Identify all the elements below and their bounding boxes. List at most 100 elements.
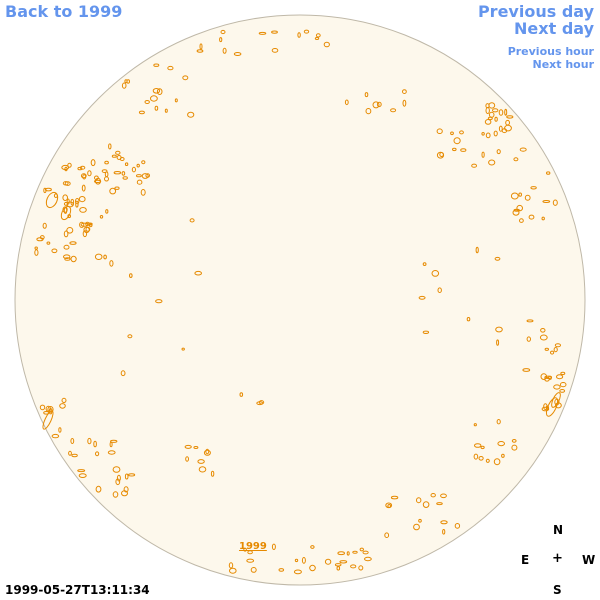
solar-disk <box>14 14 586 586</box>
contour-mark <box>278 568 285 572</box>
contour-mark <box>437 287 442 294</box>
contour-mark <box>71 453 78 458</box>
contour-mark <box>110 439 118 443</box>
contour-mark <box>34 246 38 250</box>
contour-mark <box>39 404 46 411</box>
contour-mark <box>473 423 477 427</box>
contour-mark <box>86 222 93 226</box>
contour-mark <box>51 248 58 254</box>
contour-mark <box>506 115 514 119</box>
contour-mark <box>51 433 60 439</box>
contour-mark <box>194 270 202 276</box>
contour-mark <box>526 319 534 323</box>
contour-mark <box>44 187 52 192</box>
contour-mark <box>199 43 203 50</box>
contour-mark <box>297 32 301 38</box>
contour-mark <box>95 177 101 185</box>
contour-mark <box>513 157 519 162</box>
contour-mark <box>556 374 564 380</box>
contour-mark <box>352 550 358 554</box>
contour-mark <box>243 547 247 552</box>
contour-mark <box>69 241 77 245</box>
contour-mark <box>294 558 299 563</box>
contour-mark <box>387 504 392 508</box>
contour-mark <box>63 230 69 238</box>
contour-mark <box>336 566 341 571</box>
contour-mark <box>416 497 422 504</box>
contour-mark <box>94 253 103 260</box>
contour-mark <box>79 207 87 213</box>
contour-mark <box>39 235 45 240</box>
contour-mark <box>513 208 520 212</box>
contour-mark <box>246 558 255 563</box>
contour-mark <box>488 159 496 166</box>
contour-mark <box>473 453 479 460</box>
contour-mark <box>504 108 508 116</box>
contour-mark <box>301 557 306 564</box>
contour-mark <box>271 48 279 53</box>
contour-mark <box>144 100 150 104</box>
contour-mark <box>431 270 440 277</box>
contour-mark <box>138 110 145 115</box>
compass-center: + <box>552 551 563 566</box>
contour-mark <box>511 444 518 451</box>
contour-mark <box>116 474 121 482</box>
next-hour-link[interactable]: Next hour <box>532 58 595 71</box>
back-to-year-link[interactable]: Back to 1999 <box>5 2 123 21</box>
contour-mark <box>501 453 505 458</box>
contour-mark <box>518 192 523 197</box>
contour-mark <box>184 444 192 449</box>
contour-mark <box>422 501 430 509</box>
contour-mark <box>459 130 464 135</box>
contour-mark <box>123 486 129 493</box>
contour-mark <box>82 230 88 238</box>
contour-mark <box>498 125 503 132</box>
contour-mark <box>115 150 121 155</box>
next-day-link[interactable]: Next day <box>514 19 594 38</box>
contour-mark <box>498 109 504 116</box>
contour-mark <box>250 567 257 573</box>
contour-mark <box>79 221 85 228</box>
contour-mark <box>189 218 195 223</box>
contour-mark <box>413 523 420 531</box>
contour-mark <box>80 173 87 179</box>
contour-mark <box>121 490 128 497</box>
contour-mark <box>128 473 136 477</box>
previous-hour-link[interactable]: Previous hour <box>507 45 594 58</box>
contour-mark <box>436 151 445 159</box>
contour-mark <box>475 246 479 254</box>
contour-mark <box>77 166 83 171</box>
disk-year-link[interactable]: 1999 <box>239 541 267 552</box>
contour-mark <box>181 347 185 351</box>
contour-mark <box>75 198 80 205</box>
contour-mark <box>450 131 454 136</box>
contour-mark <box>70 438 75 444</box>
contour-mark <box>539 334 548 341</box>
contour-mark <box>95 451 100 457</box>
contour-mark <box>384 532 390 539</box>
contour-mark <box>365 108 372 115</box>
contour-mark <box>314 37 320 40</box>
contour-mark <box>258 31 267 35</box>
contour-mark <box>47 406 54 413</box>
contour-mark <box>141 173 149 179</box>
contour-mark <box>559 382 567 388</box>
contour-mark <box>541 406 550 412</box>
contour-mark <box>85 226 91 232</box>
active-region-contour <box>42 410 54 430</box>
previous-day-link[interactable]: Previous day <box>477 2 594 21</box>
contour-mark <box>93 440 97 448</box>
contour-mark <box>121 82 127 89</box>
contour-mark <box>108 143 112 150</box>
contour-mark <box>94 175 99 181</box>
contour-mark <box>501 128 508 134</box>
contour-mark <box>471 163 478 168</box>
contour-mark <box>430 493 436 498</box>
contour-mark <box>66 201 74 208</box>
contour-mark <box>309 564 316 572</box>
contour-mark <box>87 437 92 445</box>
contour-mark <box>131 166 136 173</box>
contour-mark <box>78 196 86 203</box>
contour-mark <box>522 368 531 372</box>
contour-mark <box>87 170 92 177</box>
